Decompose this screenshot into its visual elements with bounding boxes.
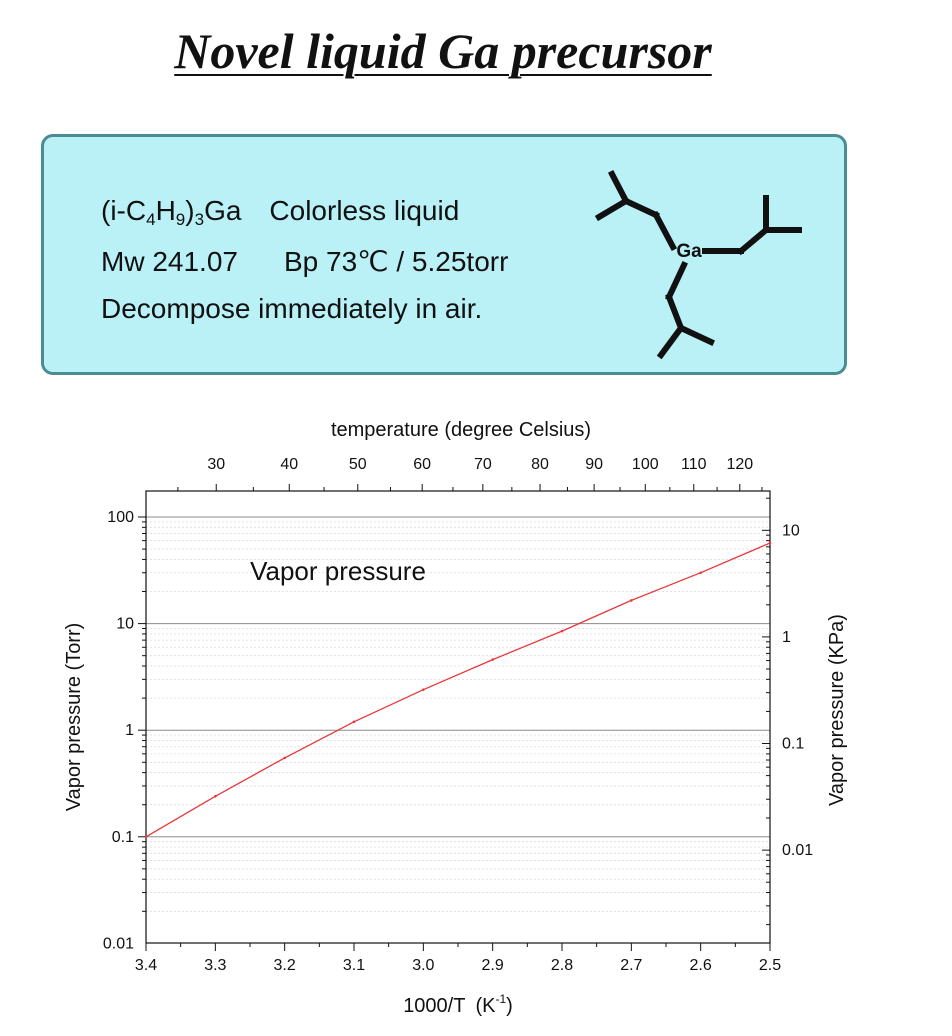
right-y-tick-label: 1 bbox=[782, 629, 791, 646]
data-point bbox=[699, 571, 702, 575]
x-tick-label: 2.8 bbox=[551, 957, 573, 974]
molecular-weight: Mw 241.07 bbox=[101, 246, 238, 277]
y-tick-label: 0.01 bbox=[103, 935, 134, 952]
x-tick-label: 3.4 bbox=[135, 957, 157, 974]
top-x-tick-label: 100 bbox=[632, 456, 659, 473]
formula-prefix: (i-C bbox=[101, 195, 147, 226]
x-tick-label: 2.5 bbox=[759, 957, 781, 974]
formula-row: (i-C4H9)3Ga Colorless liquid bbox=[101, 195, 459, 230]
top-x-tick-label: 30 bbox=[207, 456, 225, 473]
data-point bbox=[768, 541, 772, 545]
top-axis-title: temperature (degree Celsius) bbox=[331, 419, 591, 441]
top-x-tick-label: 90 bbox=[585, 456, 603, 473]
ticks-layer bbox=[138, 484, 771, 951]
formula-h: H bbox=[155, 195, 176, 226]
y-tick-label: 0.1 bbox=[112, 829, 134, 846]
formula-suffix: Ga bbox=[204, 195, 242, 226]
y-tick-label: 100 bbox=[107, 509, 134, 526]
x-tick-label: 3.0 bbox=[412, 957, 434, 974]
points-layer bbox=[144, 541, 772, 839]
formula-sub-3: 3 bbox=[194, 210, 205, 229]
data-point bbox=[352, 720, 356, 724]
y-tick-label: 1 bbox=[125, 722, 134, 739]
stability-note: Decompose immediately in air. bbox=[101, 293, 483, 324]
grid-layer bbox=[146, 516, 770, 912]
y-axis-title: Vapor pressure (Torr) bbox=[63, 623, 85, 812]
boiling-point: Bp 73℃ / 5.25torr bbox=[283, 246, 509, 277]
right-y-tick-label: 0.01 bbox=[782, 842, 813, 859]
mw-row: Mw 241.07 Bp 73℃ / 5.25torr bbox=[101, 245, 508, 278]
formula-sub-9: 9 bbox=[175, 210, 186, 229]
formula-close: ) bbox=[185, 195, 195, 226]
x-tick-label: 2.9 bbox=[482, 957, 504, 974]
chart-annotation: Vapor pressure bbox=[250, 556, 426, 586]
top-x-tick-label: 70 bbox=[474, 456, 492, 473]
physical-state: Colorless liquid bbox=[269, 195, 460, 226]
formula-sub-4: 4 bbox=[146, 210, 156, 229]
triisobutylgallium-structure: Ga bbox=[594, 169, 802, 360]
data-point bbox=[630, 599, 633, 602]
gallium-atom-label: Ga bbox=[676, 241, 702, 262]
right-y-axis-title: Vapor pressure (KPa) bbox=[826, 614, 848, 806]
data-point bbox=[144, 835, 148, 839]
right-y-tick-label: 0.1 bbox=[782, 736, 804, 753]
top-x-tick-label: 60 bbox=[413, 456, 431, 473]
plot-frame bbox=[145, 490, 771, 944]
precursor-info-box: (i-C4H9)3Ga Colorless liquid Mw 241.07 Bp … bbox=[41, 134, 847, 375]
top-x-tick-label: 120 bbox=[726, 456, 753, 473]
data-point bbox=[560, 629, 564, 633]
vapor-pressure-series-line bbox=[145, 542, 771, 838]
right-y-tick-label: 10 bbox=[782, 522, 800, 539]
top-x-tick-label: 110 bbox=[681, 456, 707, 473]
x-tick-label: 3.3 bbox=[204, 957, 226, 974]
x-tick-label: 2.7 bbox=[620, 957, 642, 974]
x-tick-label: 3.2 bbox=[274, 957, 296, 974]
top-x-tick-label: 40 bbox=[280, 456, 298, 473]
data-point bbox=[422, 688, 425, 691]
data-point bbox=[214, 794, 217, 798]
top-x-tick-label: 80 bbox=[531, 456, 549, 473]
data-point bbox=[283, 756, 286, 760]
slide-title: Novel liquid Ga precursor bbox=[174, 23, 712, 79]
y-tick-label: 10 bbox=[116, 616, 134, 633]
top-x-tick-label: 50 bbox=[349, 456, 367, 473]
x-tick-label: 2.6 bbox=[690, 957, 712, 974]
data-point bbox=[491, 658, 494, 661]
x-axis-title: 1000/T (K-1) bbox=[403, 992, 513, 1017]
x-tick-label: 3.1 bbox=[343, 957, 365, 974]
